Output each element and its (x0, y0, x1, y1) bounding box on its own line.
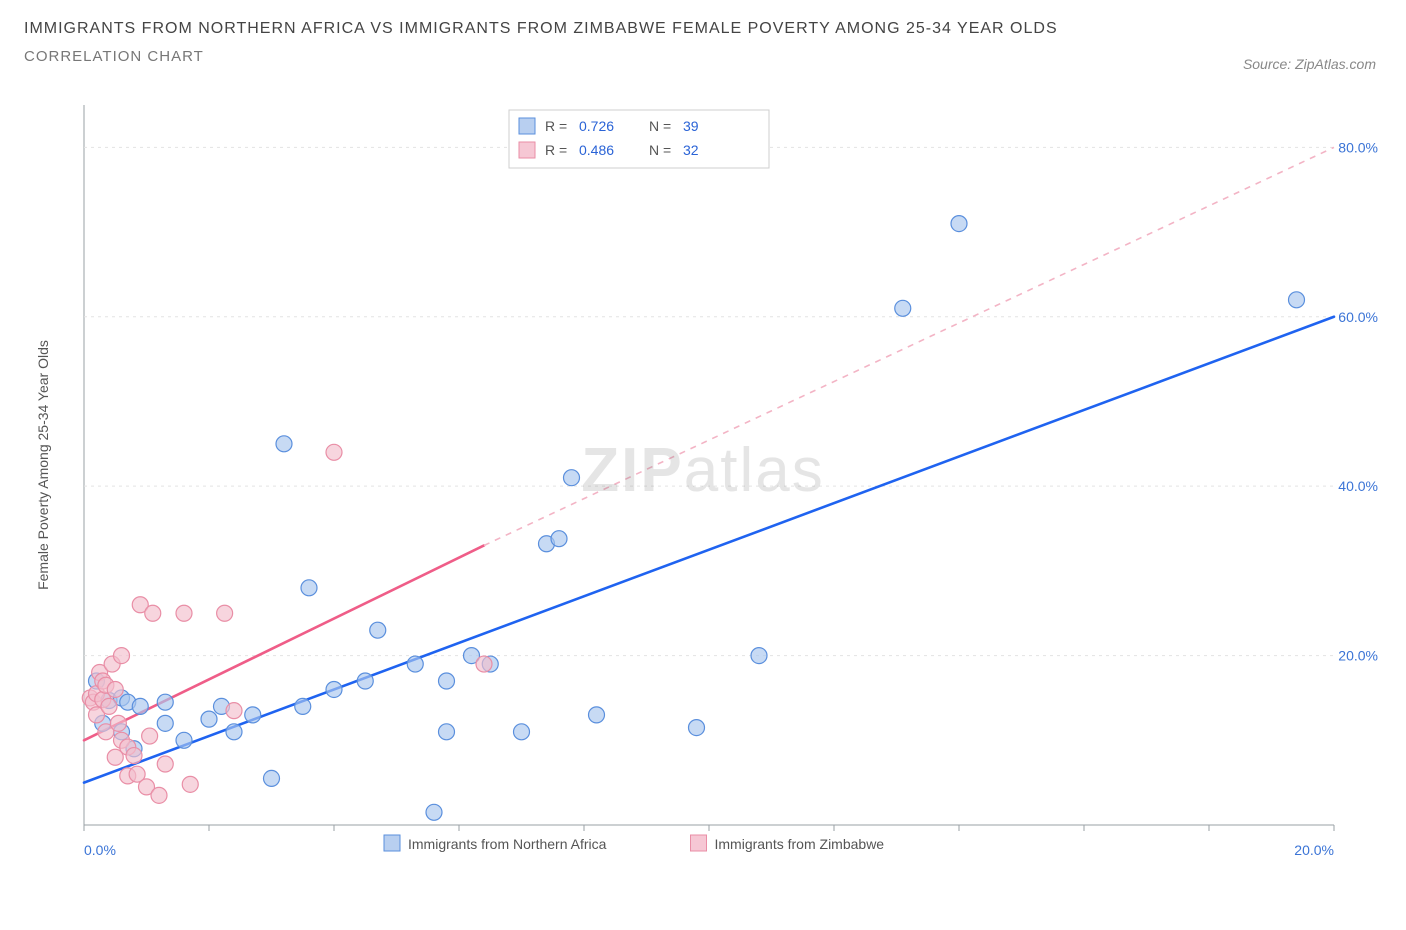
svg-text:Immigrants from Northern Afric: Immigrants from Northern Africa (408, 836, 607, 852)
svg-text:40.0%: 40.0% (1338, 478, 1378, 494)
svg-text:60.0%: 60.0% (1338, 309, 1378, 325)
svg-text:0.726: 0.726 (579, 118, 614, 134)
chart-title: IMMIGRANTS FROM NORTHERN AFRICA VS IMMIG… (24, 20, 1382, 38)
svg-text:39: 39 (683, 118, 699, 134)
svg-text:80.0%: 80.0% (1338, 139, 1378, 155)
chart-subtitle: CORRELATION CHART (24, 48, 1382, 65)
svg-text:R =: R = (545, 142, 567, 158)
svg-text:0.486: 0.486 (579, 142, 614, 158)
chart-svg: 20.0% 40.0% 60.0% 80.0% 0.0% 20.0% Female Pove… (24, 95, 1384, 895)
svg-text:32: 32 (683, 142, 699, 158)
svg-text:N =: N = (649, 142, 671, 158)
svg-text:0.0%: 0.0% (84, 842, 116, 858)
svg-text:20.0%: 20.0% (1294, 842, 1334, 858)
svg-text:Immigrants from Zimbabwe: Immigrants from Zimbabwe (715, 836, 885, 852)
svg-text:R =: R = (545, 118, 567, 134)
svg-text:Female Poverty Among 25-34 Yea: Female Poverty Among 25-34 Year Olds (35, 340, 51, 590)
svg-text:N =: N = (649, 118, 671, 134)
source-attribution: Source: ZipAtlas.com (1243, 56, 1376, 72)
svg-text:20.0%: 20.0% (1338, 648, 1378, 664)
correlation-chart: 20.0% 40.0% 60.0% 80.0% 0.0% 20.0% Female Pove… (24, 95, 1384, 895)
header: IMMIGRANTS FROM NORTHERN AFRICA VS IMMIG… (0, 0, 1406, 71)
